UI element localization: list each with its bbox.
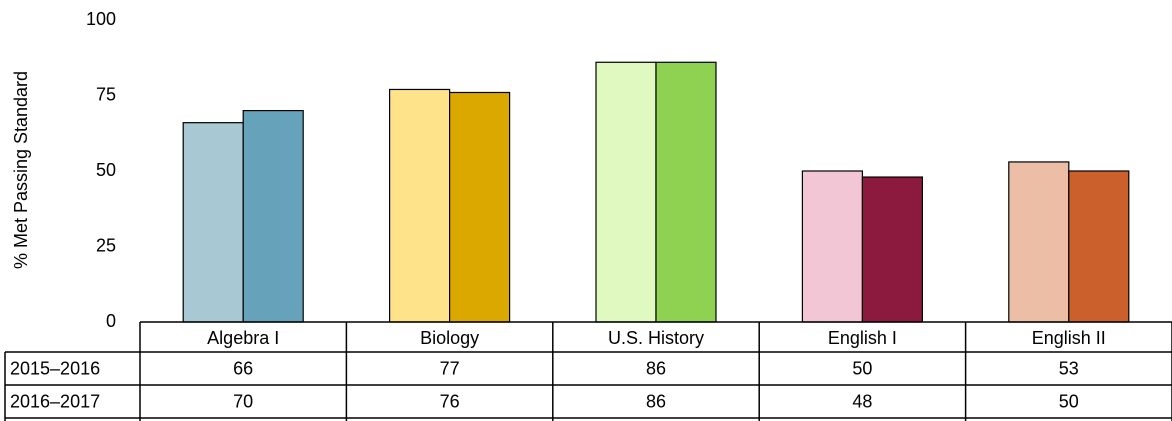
bar xyxy=(595,61,657,323)
x-tick-label: Algebra I xyxy=(207,328,279,348)
bar xyxy=(449,91,511,323)
data-label: 53 xyxy=(1059,358,1079,378)
y-axis-label: % Met Passing Standard xyxy=(11,71,31,269)
data-label: 50 xyxy=(852,358,872,378)
x-tick-label: English II xyxy=(1032,328,1106,348)
data-label: 77 xyxy=(440,358,460,378)
bar xyxy=(801,170,864,323)
bar xyxy=(182,122,244,323)
data-label: 86 xyxy=(646,358,666,378)
y-tick-label: 50 xyxy=(96,160,116,180)
bar xyxy=(242,109,304,323)
y-tick-label: 100 xyxy=(86,9,116,29)
y-tick-label: 75 xyxy=(96,84,116,104)
legend-label: 2015–2016 xyxy=(10,358,100,378)
x-tick-label: U.S. History xyxy=(608,328,704,348)
data-label: 48 xyxy=(852,391,872,411)
x-tick-label: English I xyxy=(828,328,897,348)
bar xyxy=(655,61,717,323)
bar xyxy=(389,88,451,323)
y-tick-label: 0 xyxy=(106,311,116,331)
y-tick-label: 25 xyxy=(96,235,116,255)
data-label: 76 xyxy=(440,391,460,411)
x-tick-label: Biology xyxy=(420,328,479,348)
data-label: 70 xyxy=(233,391,253,411)
bar xyxy=(1008,161,1070,323)
data-label: 50 xyxy=(1059,391,1079,411)
bar xyxy=(861,176,924,323)
bar xyxy=(1068,170,1130,323)
data-label: 66 xyxy=(233,358,253,378)
legend-label: 2016–2017 xyxy=(10,391,100,411)
data-label: 86 xyxy=(646,391,666,411)
